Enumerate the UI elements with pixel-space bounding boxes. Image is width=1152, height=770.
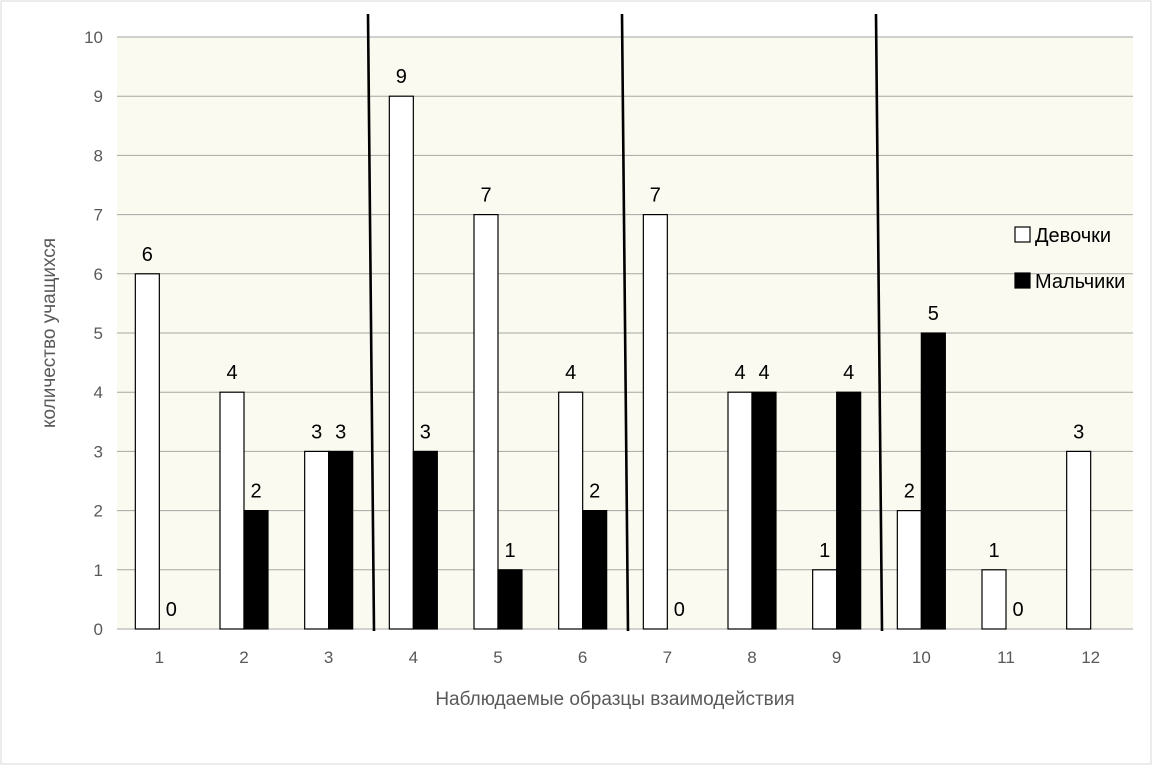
boys-data-label: 4 (758, 362, 769, 384)
x-tick-label: 12 (1081, 648, 1100, 667)
girls-bar (388, 95, 414, 630)
girls-bar (981, 569, 1007, 630)
girls-bar (727, 391, 753, 630)
y-axis-title: количество учащихся (39, 238, 60, 428)
legend-swatch-girls (1014, 226, 1031, 243)
legend-swatch-boys (1014, 272, 1031, 289)
girls-data-label: 2 (904, 481, 915, 503)
x-tick-label: 2 (239, 648, 248, 667)
x-tick-label: 4 (409, 648, 418, 667)
y-tick-label: 1 (94, 561, 103, 580)
x-tick-label: 11 (997, 648, 1015, 667)
boys-data-label: 3 (420, 421, 431, 443)
bars (134, 95, 1092, 630)
boys-data-label: 5 (928, 303, 939, 325)
girls-data-label: 3 (311, 421, 322, 443)
boys-data-label: 3 (335, 421, 346, 443)
girls-data-label: 9 (396, 66, 407, 88)
girls-data-label: 7 (650, 185, 661, 207)
girls-data-label: 4 (565, 362, 576, 384)
separator-line (366, 13, 376, 632)
legend: Девочки Мальчики (1014, 225, 1125, 293)
girls-bar (812, 569, 838, 630)
girls-bar (304, 450, 330, 630)
girls-data-label: 1 (819, 540, 830, 562)
y-tick-labels: 0 1 2 3 4 5 6 7 8 9 10 (84, 28, 103, 639)
x-axis-title: Наблюдаемые образцы взаимодействия (435, 689, 794, 710)
boys-bar (836, 391, 862, 630)
separator-line (620, 13, 630, 632)
separator-lines (366, 13, 884, 632)
boys-data-label: 2 (250, 481, 261, 503)
y-tick-label: 7 (94, 206, 103, 225)
boys-bar (751, 391, 777, 630)
boys-bar (920, 332, 946, 630)
boys-data-label: 4 (843, 362, 854, 384)
x-tick-label: 10 (912, 648, 931, 667)
girls-bar (558, 391, 584, 630)
boys-bar (497, 569, 523, 630)
girls-data-label: 3 (1073, 421, 1084, 443)
boys-bar (412, 450, 438, 630)
girls-data-label: 4 (226, 362, 237, 384)
x-tick-label: 3 (324, 648, 333, 667)
x-tick-label: 7 (663, 648, 672, 667)
separator-line (874, 13, 884, 632)
y-tick-label: 0 (94, 620, 103, 639)
y-tick-label: 5 (94, 324, 103, 343)
x-tick-label: 9 (832, 648, 841, 667)
y-tick-label: 6 (94, 265, 103, 284)
boys-data-label: 2 (589, 481, 600, 503)
x-tick-label: 6 (578, 648, 587, 667)
girls-bar (1066, 450, 1092, 630)
boys-bar (243, 510, 269, 630)
boys-bar (328, 450, 354, 630)
y-tick-label: 9 (94, 87, 103, 106)
x-tick-label: 8 (747, 648, 756, 667)
boys-data-label: 1 (504, 540, 515, 562)
girls-bar (473, 214, 499, 630)
boys-data-label: 0 (166, 599, 177, 621)
girls-bar (219, 391, 245, 630)
boys-data-label: 0 (674, 599, 685, 621)
boys-bar (582, 510, 608, 630)
girls-data-label: 6 (142, 244, 153, 266)
y-tick-label: 10 (84, 28, 103, 47)
y-tick-label: 8 (94, 146, 103, 165)
y-tick-label: 4 (94, 383, 103, 402)
y-tick-label: 3 (94, 442, 103, 461)
girls-data-label: 4 (734, 362, 745, 384)
x-tick-label: 1 (155, 648, 164, 667)
legend-label-boys: Мальчики (1035, 271, 1125, 293)
boys-data-label: 0 (1012, 599, 1023, 621)
legend-label-girls: Девочки (1035, 225, 1111, 247)
y-tick-label: 2 (94, 502, 103, 521)
x-tick-labels: 1 2 3 4 5 6 7 8 9 10 11 12 (155, 648, 1101, 667)
x-tick-label: 5 (493, 648, 502, 667)
girls-data-label: 1 (988, 540, 999, 562)
girls-bar (642, 214, 668, 630)
girls-bar (896, 510, 922, 630)
girls-data-label: 7 (480, 185, 491, 207)
girls-bar (134, 273, 160, 630)
